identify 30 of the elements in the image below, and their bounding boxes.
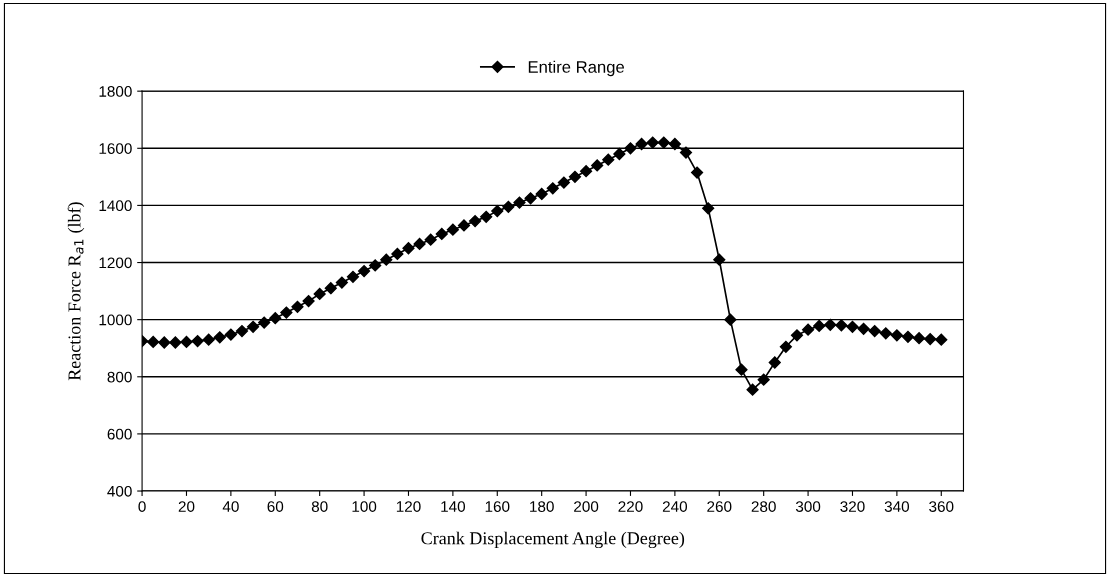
x-tick-label: 220 — [618, 501, 643, 512]
x-tick-label: 160 — [485, 501, 510, 512]
x-tick-label: 20 — [178, 501, 195, 512]
x-tick-label: 260 — [707, 501, 732, 512]
x-tick-label: 180 — [530, 501, 554, 512]
y-tick-label: 1600 — [99, 143, 132, 154]
legend-label: Entire Range — [528, 60, 625, 77]
x-tick-label: 340 — [884, 501, 910, 512]
x-axis-title: Crank Displacement Angle (Degree) — [421, 531, 685, 549]
y-tick-label: 1800 — [99, 86, 132, 97]
x-tick-label: 240 — [662, 501, 688, 512]
y-tick-label: 1400 — [99, 200, 132, 212]
y-tick-label: 1000 — [99, 314, 132, 326]
x-tick-label: 40 — [222, 501, 239, 512]
x-tick-label: 320 — [840, 501, 865, 512]
y-tick-label: 800 — [107, 371, 132, 383]
x-tick-label: 360 — [929, 501, 954, 512]
x-tick-label: 300 — [795, 501, 821, 512]
x-tick-label: 140 — [441, 501, 466, 512]
x-tick-label: 0 — [138, 501, 146, 512]
x-tick-label: 80 — [311, 501, 328, 512]
x-tick-label: 60 — [267, 501, 284, 512]
x-tick-label: 200 — [574, 501, 599, 512]
x-tick-label: 120 — [396, 501, 421, 512]
y-tick-label: 1200 — [99, 257, 132, 269]
y-tick-label: 400 — [107, 485, 132, 497]
y-tick-label: 600 — [107, 428, 132, 440]
y-axis-title: Reaction Force R$_{a1}$ (lbf) — [67, 202, 85, 381]
x-tick-label: 100 — [352, 501, 377, 512]
x-tick-label: 280 — [751, 501, 776, 512]
